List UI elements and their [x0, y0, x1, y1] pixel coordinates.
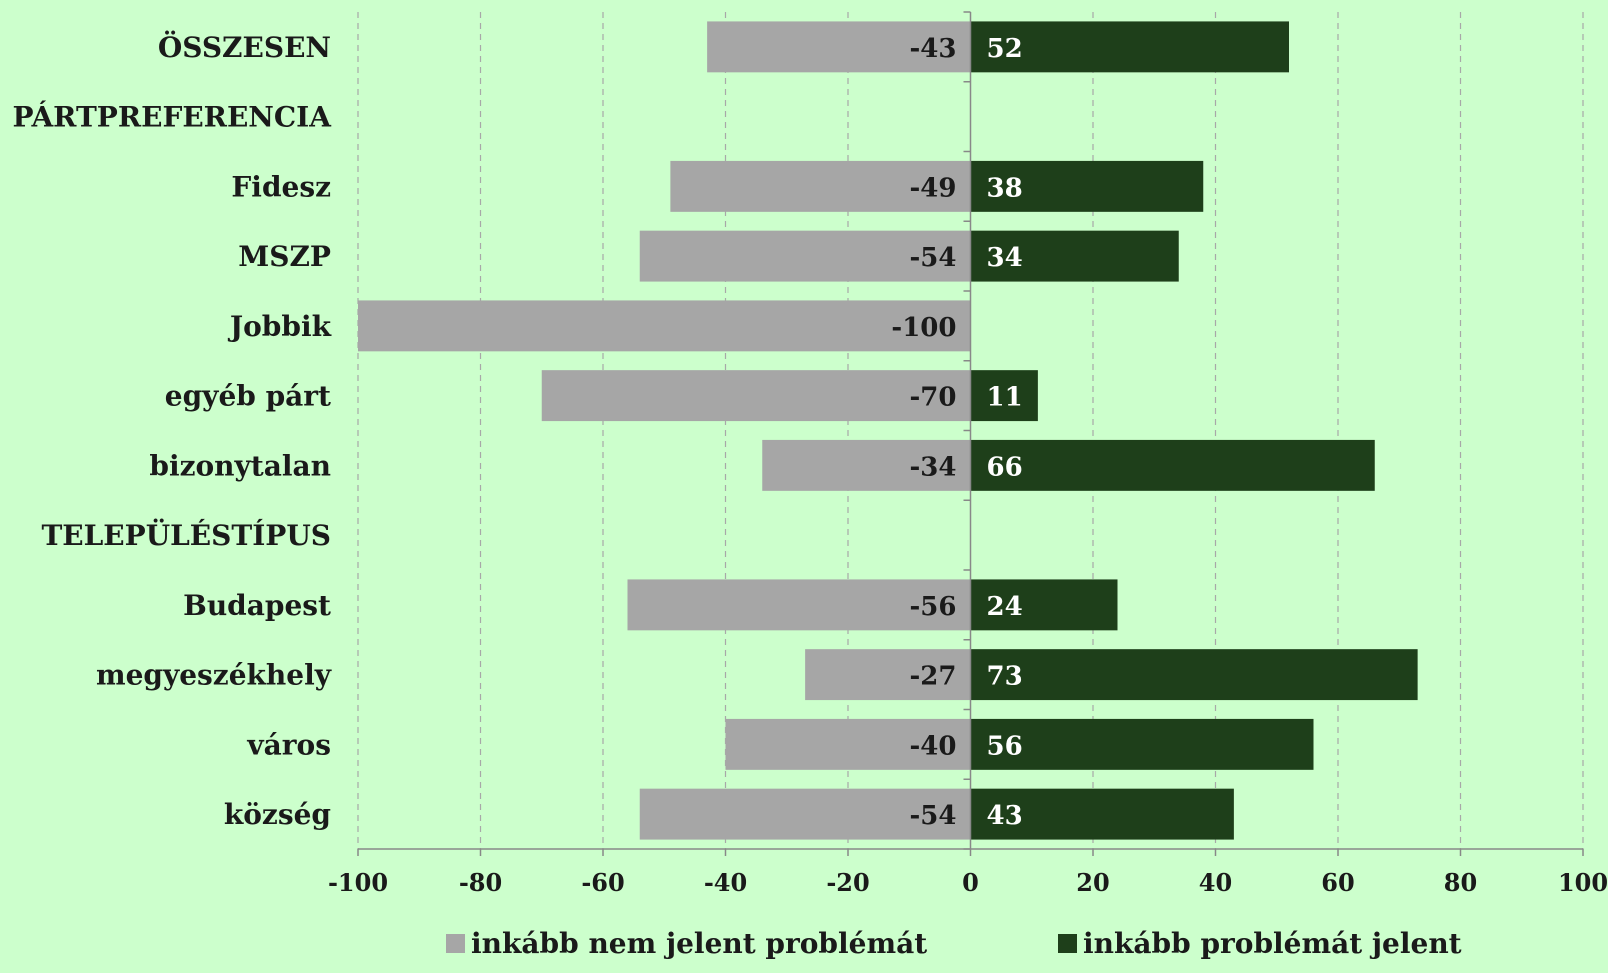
- category-label: egyéb párt: [165, 380, 331, 413]
- x-tick-label: 40: [1199, 868, 1232, 897]
- bars: [358, 21, 1418, 840]
- data-label: -43: [910, 34, 957, 64]
- legend-label: inkább nem jelent problémát: [471, 927, 927, 960]
- data-label: 73: [987, 662, 1023, 692]
- bar-negative: [725, 718, 971, 770]
- bar-positive: [970, 649, 1418, 701]
- category-label: MSZP: [238, 240, 331, 273]
- tick-labels: -100 -80 -60 -40 -20 0 20 40 60 80 100: [328, 868, 1608, 897]
- gridlines: [357, 12, 1584, 849]
- data-label: 38: [987, 173, 1023, 203]
- bar-negative: [627, 579, 971, 631]
- bar-positive: [970, 439, 1375, 491]
- x-tick-label: 20: [1076, 868, 1109, 897]
- data-label: 52: [987, 34, 1023, 64]
- data-label: -54: [910, 243, 957, 273]
- category-label: TELEPÜLÉSTÍPUS: [41, 518, 331, 552]
- category-label: Budapest: [183, 589, 331, 622]
- x-tick-label: 80: [1444, 868, 1477, 897]
- x-tick-label: 0: [962, 868, 979, 897]
- x-tick-label: -20: [826, 868, 869, 897]
- x-tick-label: -60: [581, 868, 624, 897]
- x-tick-label: 60: [1321, 868, 1354, 897]
- x-tick-label: -40: [704, 868, 747, 897]
- x-tick-label: -80: [459, 868, 502, 897]
- bar-positive: [970, 579, 1118, 631]
- bar-positive: [970, 718, 1314, 770]
- data-label: -70: [910, 383, 957, 413]
- data-label: 66: [987, 452, 1023, 482]
- data-label: 56: [987, 731, 1023, 761]
- x-tick-label: -100: [328, 868, 388, 897]
- bar-negative: [707, 21, 971, 73]
- bar-positive: [970, 21, 1289, 73]
- data-label: 24: [987, 592, 1023, 622]
- bar-negative: [639, 230, 971, 282]
- data-label: -54: [910, 801, 957, 831]
- category-label: Jobbik: [227, 310, 332, 343]
- bar-positive: [970, 230, 1179, 282]
- data-label: 43: [987, 801, 1023, 831]
- category-label: megyeszékhely: [96, 659, 332, 692]
- data-labels: -43 52 -49 38 -54 34 -100 -70 11 -34 66 -56 24 -27 73 -…: [891, 34, 1022, 831]
- legend-label: inkább problémát jelent: [1083, 927, 1462, 960]
- data-label: -56: [910, 592, 957, 622]
- axes: [357, 11, 1584, 856]
- data-label: -34: [910, 452, 957, 482]
- legend: inkább nem jelent problémát inkább problé…: [446, 927, 1462, 960]
- legend-swatch: [446, 934, 465, 953]
- category-labels: ÖSSZESEN PÁRTPREFERENCIA Fidesz MSZP Jobbik e…: [12, 30, 332, 831]
- bar-negative: [639, 788, 971, 840]
- data-label: -27: [910, 662, 957, 692]
- legend-swatch: [1058, 934, 1077, 953]
- category-label: ÖSSZESEN: [158, 30, 331, 64]
- bar-negative: [805, 649, 971, 701]
- bar-negative: [541, 370, 971, 422]
- category-label: bizonytalan: [149, 449, 331, 482]
- bar-negative: [358, 300, 971, 352]
- bar-positive: [970, 788, 1234, 840]
- category-label: község: [224, 798, 331, 831]
- bar-positive: [970, 370, 1038, 422]
- bar-positive: [970, 160, 1204, 212]
- data-label: 34: [987, 243, 1023, 273]
- category-label: PÁRTPREFERENCIA: [12, 101, 332, 134]
- category-label: Fidesz: [231, 170, 331, 203]
- data-label: -100: [891, 313, 956, 343]
- data-label: 11: [987, 383, 1023, 413]
- data-label: -49: [910, 173, 957, 203]
- bar-negative: [670, 160, 971, 212]
- bar-negative: [762, 439, 971, 491]
- category-label: város: [246, 728, 331, 761]
- data-label: -40: [910, 731, 957, 761]
- x-tick-label: 100: [1558, 868, 1608, 897]
